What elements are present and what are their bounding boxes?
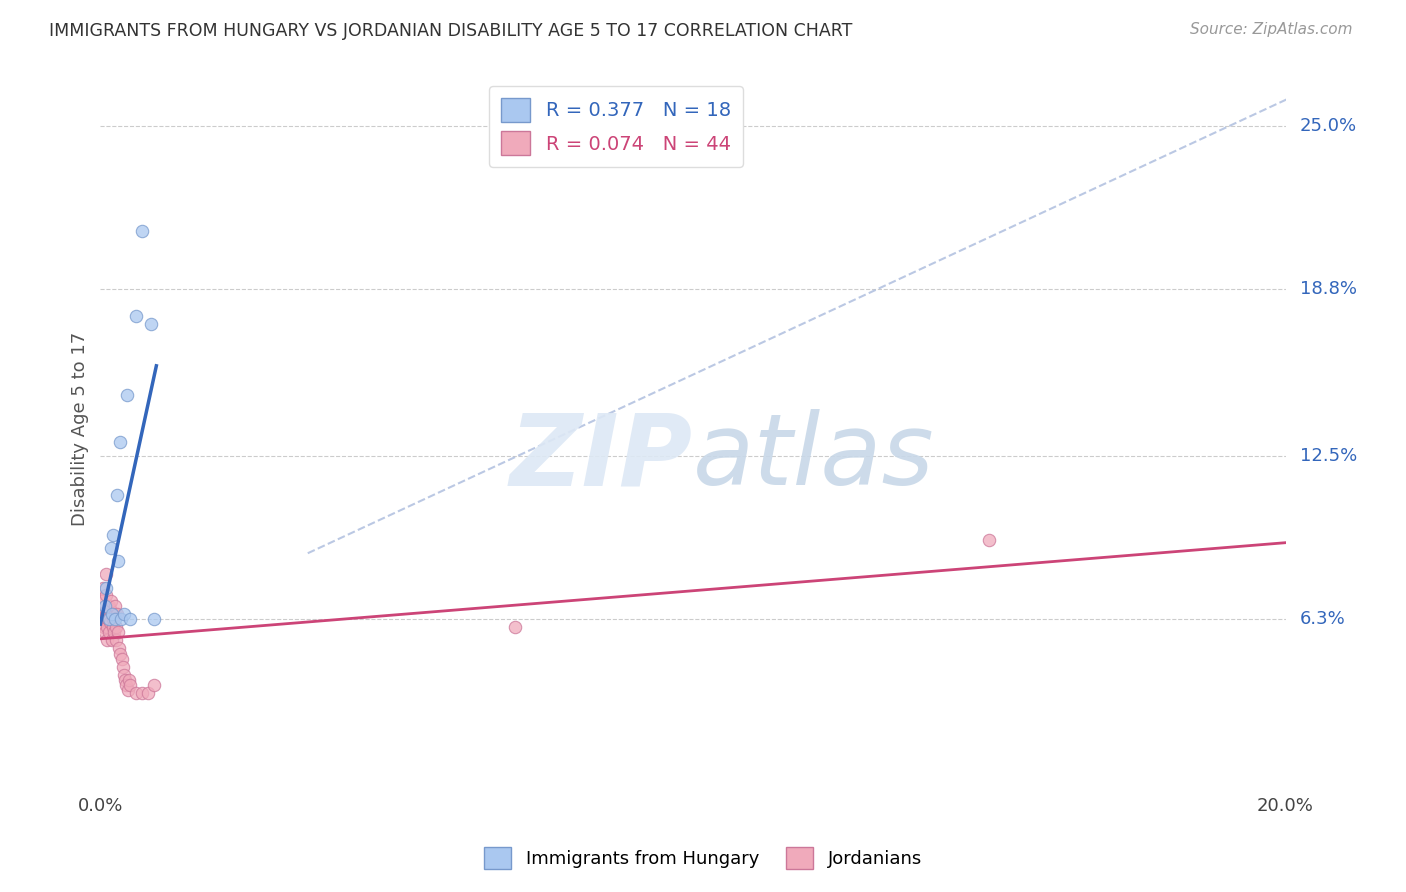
- Point: [98, 612, 121, 626]
- Point: [96, 620, 118, 634]
- Point: [108, 435, 131, 450]
- Point: [118, 678, 141, 692]
- Text: IMMIGRANTS FROM HUNGARY VS JORDANIAN DISABILITY AGE 5 TO 17 CORRELATION CHART: IMMIGRANTS FROM HUNGARY VS JORDANIAN DIS…: [49, 22, 852, 40]
- Point: [93, 612, 115, 626]
- Point: [105, 620, 128, 634]
- Text: 6.3%: 6.3%: [1299, 610, 1346, 628]
- Point: [97, 612, 120, 626]
- Point: [90, 607, 112, 621]
- Point: [97, 599, 120, 613]
- Point: [101, 607, 124, 621]
- Point: [93, 620, 115, 634]
- Point: [94, 599, 117, 613]
- Point: [103, 625, 125, 640]
- Point: [96, 607, 118, 621]
- Point: [105, 488, 128, 502]
- Legend: Immigrants from Hungary, Jordanians: Immigrants from Hungary, Jordanians: [477, 839, 929, 876]
- Point: [89, 612, 111, 626]
- Point: [103, 607, 125, 621]
- Point: [139, 317, 162, 331]
- Point: [111, 659, 134, 673]
- Point: [104, 612, 127, 626]
- Point: [142, 678, 165, 692]
- Point: [94, 625, 117, 640]
- Point: [91, 593, 114, 607]
- Point: [136, 686, 159, 700]
- Point: [107, 554, 129, 568]
- Text: 12.5%: 12.5%: [1299, 447, 1357, 465]
- Legend: R = 0.377   N = 18, R = 0.074   N = 44: R = 0.377 N = 18, R = 0.074 N = 44: [489, 87, 742, 167]
- Point: [118, 673, 141, 687]
- Point: [111, 652, 134, 666]
- Point: [98, 625, 121, 640]
- Point: [100, 541, 122, 555]
- Point: [98, 615, 121, 629]
- Point: [103, 620, 125, 634]
- Point: [96, 633, 118, 648]
- Point: [108, 641, 131, 656]
- Point: [103, 528, 125, 542]
- Point: [114, 673, 136, 687]
- Point: [112, 667, 135, 681]
- Point: [100, 593, 122, 607]
- Y-axis label: Disability Age 5 to 17: Disability Age 5 to 17: [72, 332, 89, 526]
- Point: [142, 612, 165, 626]
- Point: [125, 686, 148, 700]
- Text: atlas: atlas: [693, 409, 935, 507]
- Point: [131, 686, 153, 700]
- Point: [104, 599, 127, 613]
- Text: 25.0%: 25.0%: [1299, 117, 1357, 135]
- Point: [94, 589, 117, 603]
- Text: ZIP: ZIP: [510, 409, 693, 507]
- Point: [107, 625, 129, 640]
- Point: [118, 612, 141, 626]
- Text: Source: ZipAtlas.com: Source: ZipAtlas.com: [1189, 22, 1353, 37]
- Point: [112, 607, 135, 621]
- Point: [115, 678, 138, 692]
- Text: 18.8%: 18.8%: [1299, 280, 1357, 298]
- Point: [503, 620, 526, 634]
- Point: [115, 388, 138, 402]
- Point: [105, 607, 128, 621]
- Point: [110, 647, 132, 661]
- Point: [101, 633, 124, 648]
- Point: [100, 601, 122, 615]
- Point: [979, 533, 1001, 547]
- Point: [117, 683, 139, 698]
- Point: [96, 581, 118, 595]
- Point: [101, 612, 124, 626]
- Point: [131, 224, 153, 238]
- Point: [125, 309, 148, 323]
- Point: [104, 633, 127, 648]
- Point: [96, 567, 118, 582]
- Point: [110, 612, 132, 626]
- Point: [91, 581, 114, 595]
